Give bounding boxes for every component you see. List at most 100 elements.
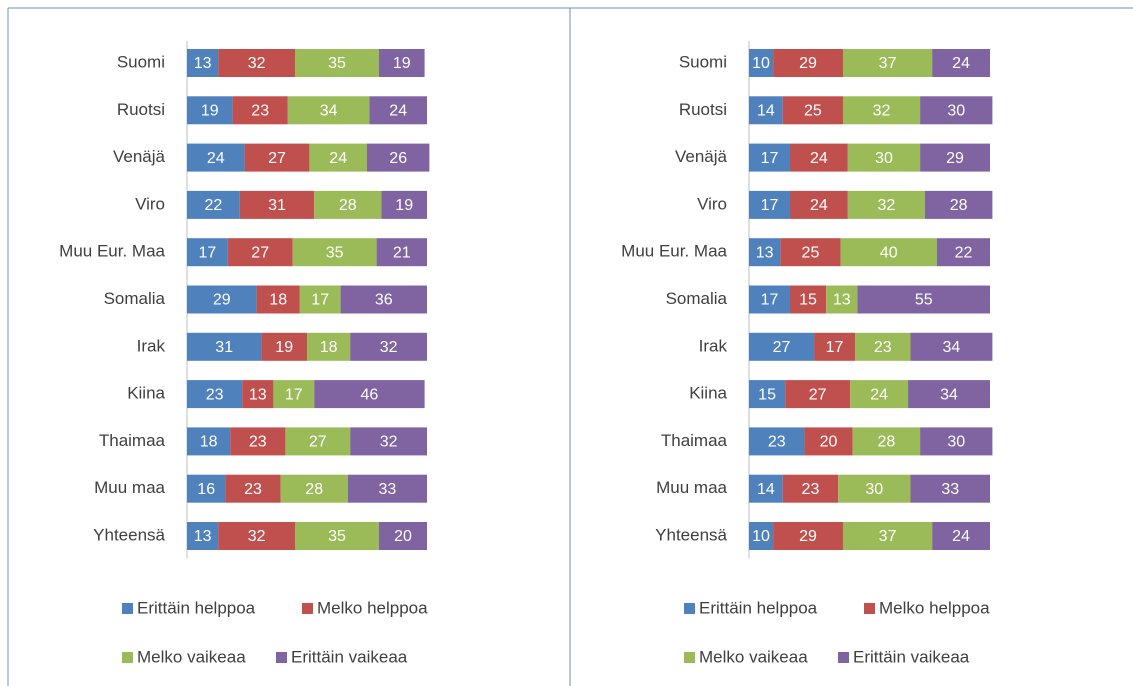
category-label: Kiina [689,384,727,403]
bar-segment [814,332,856,361]
legend-label: Erittäin vaikeaa [853,647,970,666]
value-label: 20 [394,528,412,545]
value-label: 24 [952,55,970,72]
bar-segment [838,474,911,503]
category-label: Venäjä [675,147,728,166]
bar-segment [749,380,786,409]
bar-segment [187,332,262,361]
value-label: 14 [757,103,775,120]
value-label: 55 [915,292,933,309]
bar-segment [920,427,993,456]
value-label: 33 [941,481,959,498]
category-label: Viro [697,194,727,213]
category-label: Ruotsi [679,100,727,119]
bar-segment [842,49,933,77]
bar-segment [847,190,925,219]
value-label: 15 [758,386,776,403]
value-label: 17 [199,244,217,261]
value-label: 19 [275,339,293,356]
bar-segment [749,427,805,456]
bar-segment [789,190,848,219]
value-label: 22 [955,244,973,261]
bar-segment [840,238,937,267]
value-label: 19 [395,197,413,214]
bar-segment [187,474,226,503]
bar-segment [908,380,990,409]
bar-segment [749,522,774,550]
value-label: 24 [810,197,828,214]
bar-segment [749,474,783,503]
bar-segment [239,190,315,219]
bar-segment [379,49,425,77]
category-label: Suomi [679,52,727,71]
value-label: 31 [268,197,286,214]
bar-segment [376,238,427,267]
category-label: Irak [699,336,728,355]
legend-swatch [838,652,849,663]
value-label: 13 [194,528,212,545]
bar-segment [773,522,843,550]
category-label: Muu maa [94,478,165,497]
bar-segment [187,96,233,125]
value-label: 23 [206,386,224,403]
legend-label: Erittäin vaikeaa [291,647,408,666]
value-label: 18 [269,292,287,309]
bar-segment [287,96,370,125]
legend-label: Melko vaikeaa [137,647,246,666]
legend-swatch [122,652,133,663]
value-label: 34 [943,339,961,356]
legend-label: Erittäin helppoa [137,598,256,617]
bar-segment [789,143,848,172]
value-label: 32 [380,339,398,356]
value-label: 29 [946,150,964,167]
bar-segment [789,285,827,314]
bar-segment [381,190,427,219]
category-label: Muu Eur. Maa [621,242,727,261]
value-label: 35 [328,528,346,545]
bar-segment [910,474,990,503]
legend-swatch [684,603,695,614]
value-label: 10 [752,528,770,545]
value-label: 37 [879,528,897,545]
value-label: 23 [244,481,262,498]
bar-segment [369,96,427,125]
bar-segment [367,143,430,172]
value-label: 13 [756,244,774,261]
bar-segment [244,143,310,172]
value-label: 30 [947,103,965,120]
category-label: Ruotsi [117,100,165,119]
value-label: 16 [197,481,215,498]
bar-segment [232,96,288,125]
value-label: 17 [761,150,779,167]
bar-segment [187,49,219,77]
value-label: 35 [328,55,346,72]
value-label: 10 [752,55,770,72]
value-label: 27 [773,339,791,356]
value-label: 21 [393,244,411,261]
bar-segment [773,49,843,77]
value-label: 25 [802,244,820,261]
value-label: 24 [952,528,970,545]
value-label: 27 [309,434,327,451]
category-label: Somalia [666,289,728,308]
bar-segment [857,285,990,314]
bar-segment [852,427,921,456]
value-label: 23 [802,481,820,498]
bar-segment [285,427,351,456]
value-label: 15 [799,292,817,309]
value-label: 23 [874,339,892,356]
value-label: 19 [393,55,411,72]
bar-segment [842,96,921,125]
value-label: 32 [380,434,398,451]
category-label: Muu Eur. Maa [59,242,165,261]
bar-segment [256,285,300,314]
value-label: 22 [205,197,223,214]
legend-swatch [864,603,875,614]
bar-segment [780,238,841,267]
value-label: 17 [311,292,329,309]
value-label: 37 [879,55,897,72]
bar-segment [749,332,815,361]
value-label: 28 [339,197,357,214]
bar-segment [187,522,219,550]
